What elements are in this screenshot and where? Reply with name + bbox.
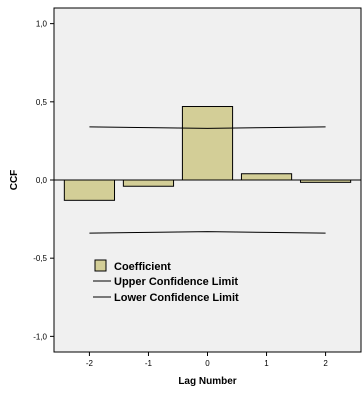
x-tick-label: -1 bbox=[145, 359, 153, 368]
y-tick-label: 1,0 bbox=[36, 20, 48, 29]
x-tick-label: -2 bbox=[86, 359, 94, 368]
lower-confidence-line bbox=[89, 231, 326, 234]
confidence-limits bbox=[89, 126, 326, 234]
coefficient-bar bbox=[122, 179, 175, 187]
y-axis-title: CCF bbox=[9, 170, 20, 191]
coefficient-bar bbox=[181, 106, 234, 181]
y-tick-label: 0,0 bbox=[36, 176, 48, 185]
legend-label-coefficient: Coefficient bbox=[114, 261, 171, 273]
x-axis-title: Lag Number bbox=[178, 376, 236, 387]
legend: Coefficient Upper Confidence Limit Lower… bbox=[93, 259, 239, 304]
y-tick-label: 0,5 bbox=[36, 98, 48, 107]
y-tick-label: -0,5 bbox=[33, 254, 47, 263]
x-tick-label: 2 bbox=[323, 359, 328, 368]
legend-label-upper: Upper Confidence Limit bbox=[114, 276, 238, 288]
y-tick-label: -1,0 bbox=[33, 332, 47, 341]
y-axis-ticks: -1,0 -0,5 0,0 0,5 1,0 bbox=[33, 20, 54, 341]
legend-swatch-coefficient bbox=[94, 259, 107, 272]
x-axis-ticks: -2 -1 0 1 2 bbox=[86, 352, 328, 368]
coefficient-bar bbox=[63, 179, 116, 201]
x-tick-label: 0 bbox=[205, 359, 210, 368]
coefficient-bar bbox=[240, 173, 293, 181]
legend-label-lower: Lower Confidence Limit bbox=[114, 292, 239, 304]
coefficient-bars bbox=[63, 106, 352, 201]
upper-confidence-line bbox=[89, 126, 326, 129]
x-tick-label: 1 bbox=[264, 359, 269, 368]
